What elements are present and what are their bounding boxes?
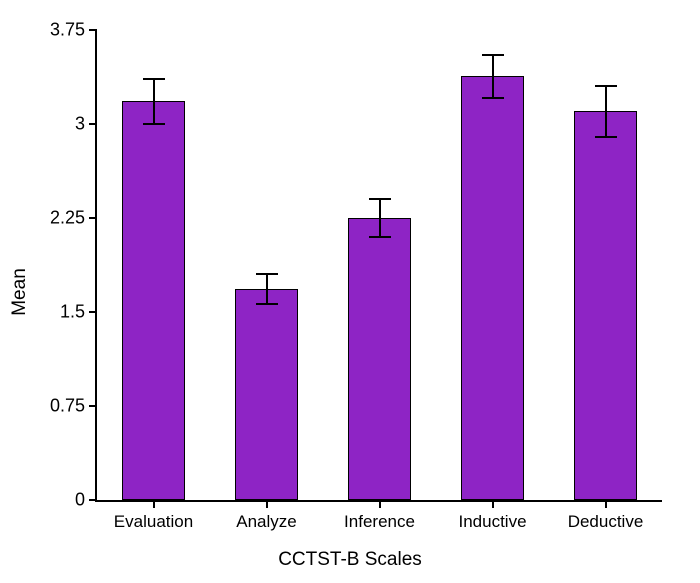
y-tick-label: 0.75 (50, 396, 85, 417)
errorbar-line (605, 86, 607, 136)
y-axis-title: Mean (9, 268, 31, 316)
errorbar-line (153, 79, 155, 124)
errorbar-cap (482, 97, 504, 99)
y-tick (89, 123, 97, 125)
bar (574, 111, 636, 500)
errorbar-cap (369, 198, 391, 200)
x-category-label: Analyze (236, 512, 296, 532)
x-tick (605, 500, 607, 508)
errorbar-line (266, 274, 268, 304)
errorbar-cap (595, 136, 617, 138)
x-category-label: Inductive (458, 512, 526, 532)
errorbar-line (492, 55, 494, 98)
y-tick (89, 29, 97, 31)
x-tick (153, 500, 155, 508)
y-tick (89, 311, 97, 313)
errorbar-cap (143, 123, 165, 125)
bar (348, 218, 410, 500)
x-category-label: Inference (344, 512, 415, 532)
y-tick (89, 217, 97, 219)
y-tick-label: 3.75 (50, 20, 85, 41)
errorbar-cap (143, 78, 165, 80)
errorbar-cap (595, 85, 617, 87)
x-tick (379, 500, 381, 508)
bar-chart: Mean 00.751.52.2533.75EvaluationAnalyzeI… (0, 0, 700, 583)
y-tick (89, 499, 97, 501)
x-category-label: Evaluation (114, 512, 193, 532)
errorbar-line (379, 199, 381, 237)
y-tick-label: 3 (75, 114, 85, 135)
x-tick (492, 500, 494, 508)
bar (461, 76, 523, 500)
errorbar-cap (369, 236, 391, 238)
errorbar-cap (256, 273, 278, 275)
bar (235, 289, 297, 500)
x-category-label: Deductive (568, 512, 644, 532)
bar (122, 101, 184, 500)
y-tick (89, 405, 97, 407)
x-axis-title: CCTST-B Scales (278, 549, 422, 571)
plot-area: 00.751.52.2533.75EvaluationAnalyzeInfere… (95, 30, 662, 502)
errorbar-cap (256, 303, 278, 305)
y-tick-label: 0 (75, 490, 85, 511)
y-tick-label: 1.5 (60, 302, 85, 323)
errorbar-cap (482, 54, 504, 56)
x-tick (266, 500, 268, 508)
y-tick-label: 2.25 (50, 208, 85, 229)
